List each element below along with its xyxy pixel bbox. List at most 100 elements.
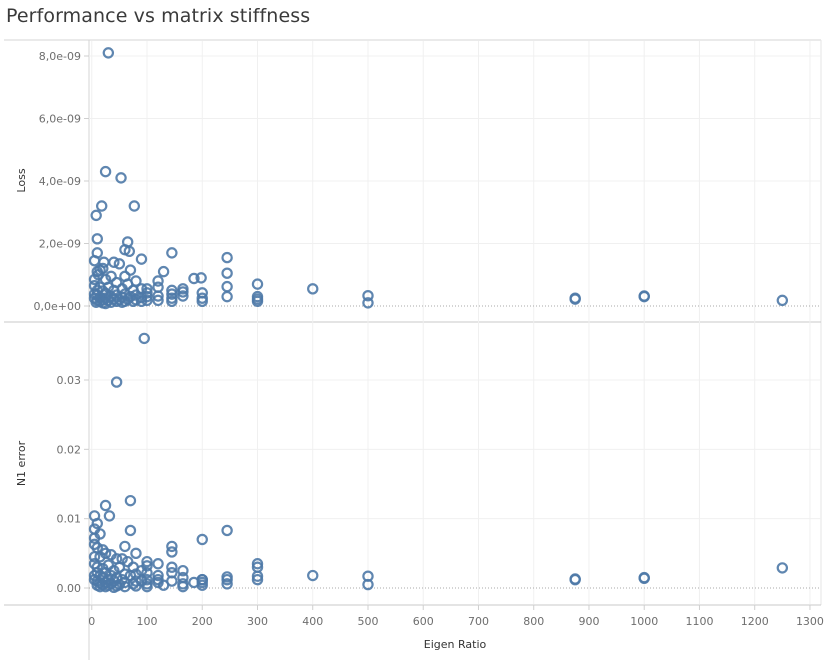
scatter-point xyxy=(157,265,170,278)
scatter-point xyxy=(123,245,136,258)
x-axis-title: Eigen Ratio xyxy=(424,638,487,651)
scatter-point xyxy=(128,200,141,212)
scatter-point xyxy=(776,562,789,574)
scatter-point xyxy=(152,558,164,570)
scatter-point xyxy=(251,558,264,570)
x-tick-label: 900 xyxy=(578,615,599,628)
scatter-point xyxy=(130,575,142,587)
scatter-point xyxy=(166,540,178,553)
scatter-point xyxy=(152,290,164,302)
scatter-point xyxy=(177,286,189,298)
scatter-point xyxy=(94,551,106,563)
scatter-point xyxy=(221,573,233,586)
y-tick-label: 4,0e-09 xyxy=(39,175,81,188)
y-axis-title: N1 error xyxy=(15,440,28,486)
scatter-point xyxy=(91,517,103,530)
scatter-point xyxy=(152,576,164,589)
y-tick-label: 0.03 xyxy=(57,374,82,387)
scatter-point xyxy=(221,524,233,537)
scatter-point xyxy=(141,555,153,568)
x-tick-label: 1000 xyxy=(630,615,658,628)
x-tick-label: 300 xyxy=(247,615,268,628)
y-tick-label: 6,0e-09 xyxy=(39,113,81,126)
scatter-point xyxy=(108,581,120,594)
scatter-point xyxy=(166,284,178,297)
scatter-point xyxy=(119,580,131,593)
scatter-point xyxy=(124,494,137,507)
scatter-point xyxy=(141,283,153,295)
scatter-point xyxy=(251,573,264,586)
y-tick-label: 8,0e-09 xyxy=(39,50,81,63)
scatter-point xyxy=(105,270,117,283)
x-tick-label: 0 xyxy=(88,615,95,628)
scatter-point xyxy=(221,251,233,264)
scatter-point xyxy=(251,278,264,290)
x-tick-label: 500 xyxy=(357,615,378,628)
scatter-point xyxy=(90,209,102,222)
scatter-point xyxy=(130,568,142,580)
scatter-point xyxy=(221,280,233,293)
scatter-point xyxy=(138,332,150,345)
scatter-point xyxy=(251,295,264,308)
scatter-point xyxy=(124,264,137,276)
scatter-point xyxy=(110,376,123,388)
scatter-point xyxy=(152,294,164,307)
x-tick-label: 100 xyxy=(137,615,158,628)
scatter-point xyxy=(99,165,112,178)
scatter-point xyxy=(166,546,178,558)
scatter-point xyxy=(307,283,319,295)
scatter-point xyxy=(88,273,101,286)
x-tick-label: 600 xyxy=(413,615,434,628)
scatter-point xyxy=(99,499,112,512)
scatter-point xyxy=(196,533,208,546)
scatter-point xyxy=(119,540,131,553)
scatter-point xyxy=(569,293,581,305)
scatter-point xyxy=(91,233,103,245)
scatter-point xyxy=(166,295,178,308)
x-tick-label: 800 xyxy=(523,615,544,628)
scatter-point xyxy=(135,295,148,308)
scatter-point xyxy=(141,294,153,307)
scatter-point xyxy=(196,295,208,308)
scatter-point xyxy=(221,290,233,303)
scatter-point xyxy=(166,561,178,573)
scatter-point xyxy=(307,569,319,582)
scatter-point xyxy=(362,578,374,591)
scatter-point xyxy=(177,580,189,593)
y-tick-label: 0.00 xyxy=(57,582,82,595)
scatter-point xyxy=(157,579,170,591)
scatter-point xyxy=(124,524,137,537)
scatter-point xyxy=(177,564,189,577)
scatter-point xyxy=(569,573,581,586)
scatter-point xyxy=(776,294,789,307)
y-tick-label: 0.01 xyxy=(57,513,82,526)
scatter-point xyxy=(362,289,374,302)
scatter-point xyxy=(94,580,106,593)
scatter-point xyxy=(88,551,101,563)
x-tick-label: 1300 xyxy=(796,615,824,628)
scatter-point xyxy=(99,297,112,310)
scatter-point xyxy=(141,580,153,593)
x-tick-label: 400 xyxy=(302,615,323,628)
y-tick-label: 0,0e+00 xyxy=(34,300,81,313)
scatter-point xyxy=(102,47,115,59)
scatter-point xyxy=(113,258,126,270)
scatter-point xyxy=(638,290,650,303)
x-tick-label: 1200 xyxy=(741,615,769,628)
scatter-point xyxy=(141,567,153,579)
scatter-point xyxy=(196,579,208,591)
scatter-point xyxy=(362,297,374,309)
scatter-point xyxy=(188,272,200,285)
scatter-point xyxy=(221,267,233,279)
scatter-point xyxy=(96,200,108,212)
scatter-point xyxy=(638,572,650,584)
y-tick-label: 0.02 xyxy=(57,443,82,456)
scatter-point xyxy=(141,573,153,586)
scatter-point xyxy=(166,288,178,300)
scatter-point xyxy=(195,272,207,284)
scatter-point xyxy=(135,253,148,265)
chart-title: Performance vs matrix stiffness xyxy=(6,5,311,27)
y-tick-label: 2,0e-09 xyxy=(39,238,81,251)
scatter-point xyxy=(110,295,123,308)
